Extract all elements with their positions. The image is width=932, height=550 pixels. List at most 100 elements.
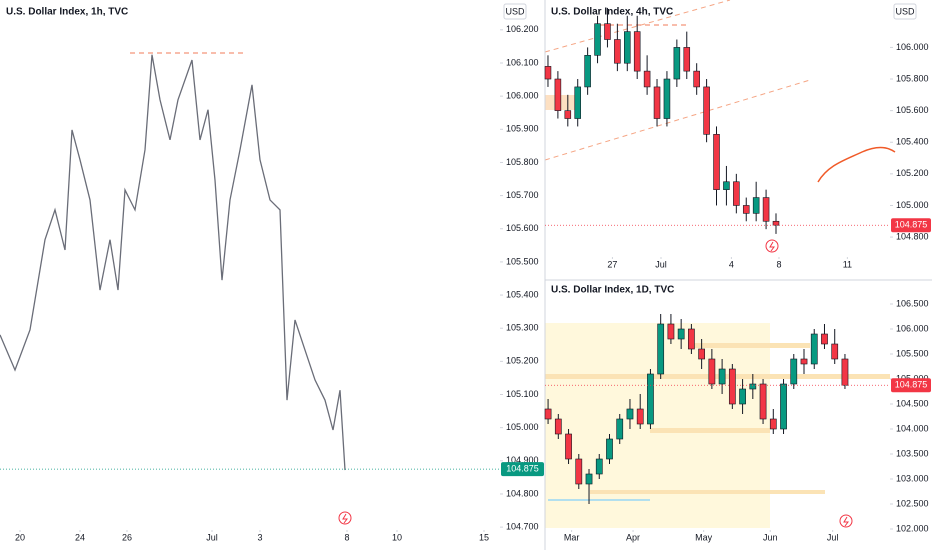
candle-body [544, 408, 552, 420]
candle-body [772, 220, 780, 226]
x-tick-label: 11 [843, 259, 852, 269]
last-price-label: 104.875 [895, 380, 928, 390]
candle-body [693, 70, 700, 88]
last-price-box [891, 378, 931, 393]
unit-box [893, 3, 917, 20]
candle-body [688, 328, 695, 350]
x-tick-label: 4 [729, 259, 734, 269]
candle-body [790, 358, 798, 385]
y-tick-label: 105.100 [506, 389, 539, 399]
projection-curve [817, 146, 896, 183]
y-tick-label: 105.300 [506, 323, 539, 333]
y-tick-label: 105.200 [896, 168, 929, 178]
zone [590, 490, 825, 494]
y-tick-label: 105.800 [896, 73, 929, 83]
candle-body [604, 23, 611, 40]
y-tick-label: 104.800 [896, 231, 929, 241]
candle-body [633, 31, 641, 72]
y-tick-label: 105.600 [896, 105, 929, 115]
candle-body [554, 78, 562, 111]
candle-body [703, 86, 710, 135]
trend-line [544, 79, 811, 161]
candle-body [759, 383, 767, 420]
last-price-box [891, 218, 931, 233]
y-tick-label: 104.800 [506, 488, 539, 498]
chart-title: U.S. Dollar Index, 4h, TVC [551, 7, 673, 18]
candle-body [585, 473, 593, 485]
x-tick-label: 8 [776, 259, 781, 269]
candle-body [677, 328, 685, 340]
y-tick-label: 104.500 [896, 398, 929, 408]
y-tick-label: 103.000 [896, 473, 929, 483]
candle-body [667, 323, 675, 340]
y-tick-label: 105.900 [506, 124, 539, 134]
candle-body [769, 418, 777, 430]
candle-body [708, 358, 716, 385]
candle-body [728, 368, 736, 405]
x-tick-label: 26 [122, 532, 132, 542]
candle-body [544, 66, 552, 80]
x-tick-label: 8 [344, 532, 349, 542]
y-tick-label: 104.700 [506, 521, 539, 531]
unit-label: USD [895, 6, 915, 16]
x-tick-label: Jul [206, 532, 218, 542]
candle-body [595, 458, 603, 475]
unit-box [503, 3, 527, 20]
candle-body [614, 39, 621, 64]
candle-body [564, 110, 572, 119]
x-tick-label: Jun [763, 532, 778, 542]
x-tick-label: 24 [75, 532, 85, 542]
candle-body [653, 86, 661, 119]
x-tick-label: 20 [15, 532, 25, 542]
candle-body [841, 358, 849, 386]
candle-body [742, 205, 750, 214]
candle-body [800, 358, 808, 365]
candle-body [575, 458, 583, 485]
candle-body [554, 418, 562, 435]
last-price-label: 104.875 [895, 220, 928, 230]
candle-body [606, 438, 613, 460]
candle-body [718, 368, 726, 385]
candle-body [723, 181, 730, 190]
candle-body [673, 47, 681, 80]
zone [650, 428, 770, 433]
y-tick-label: 104.900 [506, 455, 539, 465]
candle-body [698, 348, 706, 360]
candle-body [713, 134, 720, 190]
chart-title: U.S. Dollar Index, 1D, TVC [551, 285, 674, 296]
candle-body [831, 343, 839, 360]
y-tick-label: 105.500 [506, 256, 539, 266]
price-line [0, 54, 346, 471]
x-tick-label: Mar [564, 532, 580, 542]
y-tick-label: 106.100 [506, 57, 539, 67]
x-tick-label: 3 [257, 532, 262, 542]
y-tick-label: 106.000 [506, 91, 539, 101]
candle-body [733, 181, 740, 206]
x-tick-label: 10 [392, 532, 402, 542]
last-price-label: 104.875 [506, 463, 539, 473]
candle-body [762, 197, 770, 222]
y-tick-label: 102.500 [896, 498, 929, 508]
candle-body [739, 388, 746, 405]
candle-body [643, 70, 651, 88]
y-tick-label: 103.500 [896, 448, 929, 458]
candle-body [821, 333, 828, 345]
icon [338, 239, 853, 528]
y-tick-label: 105.500 [896, 348, 929, 358]
candle-body [657, 323, 665, 375]
y-tick-label: 105.400 [896, 137, 929, 147]
x-tick-label: Jul [655, 259, 667, 269]
x-tick-label: Jul [827, 532, 839, 542]
y-tick-label: 106.000 [896, 42, 929, 52]
candle-body [626, 408, 634, 420]
candle-body [647, 373, 654, 425]
candle-body [594, 23, 601, 56]
x-tick-label: Apr [626, 532, 640, 542]
candle-body [683, 47, 691, 72]
candle-body [752, 197, 760, 214]
y-tick-label: 105.800 [506, 157, 539, 167]
candle-body [663, 78, 671, 119]
chart-title: U.S. Dollar Index, 1h, TVC [6, 7, 128, 18]
y-tick-label: 102.000 [896, 523, 929, 533]
